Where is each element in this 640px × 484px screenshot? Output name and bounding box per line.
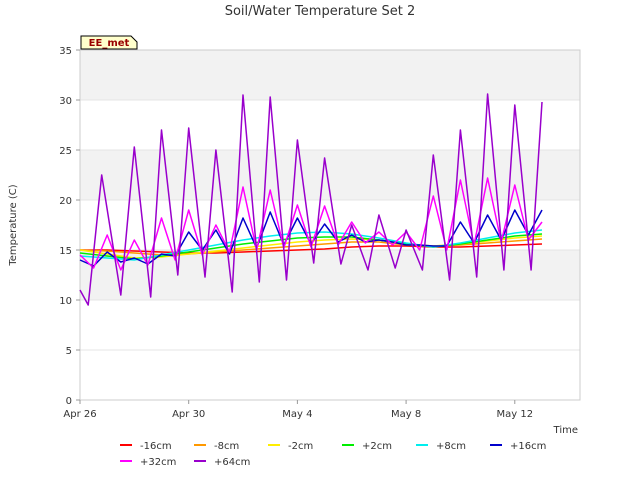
y-tick-label: 15 xyxy=(59,246,72,257)
legend-label: -16cm xyxy=(140,441,172,452)
y-tick-label: 25 xyxy=(59,146,72,157)
grid-band xyxy=(80,250,580,300)
legend-label: -8cm xyxy=(214,441,239,452)
legend-label: +16cm xyxy=(510,441,546,452)
x-tick-label: May 8 xyxy=(391,409,421,420)
legend-label: +2cm xyxy=(362,441,392,452)
x-axis-label: Time xyxy=(553,425,578,436)
station-badge: EE_met xyxy=(80,35,138,50)
badge-box xyxy=(80,35,138,50)
chart-title: Soil/Water Temperature Set 2 xyxy=(225,4,416,19)
legend: -16cm -8cm -2cm +2cm +8cm +16cm +32cm +64cm xyxy=(120,441,546,468)
legend-label: +8cm xyxy=(436,441,466,452)
plot-frame xyxy=(79,49,581,401)
y-tick-label: 20 xyxy=(59,196,72,207)
y-axis-label: Temperature (C) xyxy=(8,184,19,266)
y-tick-label: 5 xyxy=(66,346,72,357)
y-tick-label: 10 xyxy=(59,296,72,307)
legend-label: +64cm xyxy=(214,457,250,468)
legend-label: +32cm xyxy=(140,457,176,468)
badge-label: EE_met xyxy=(89,38,130,49)
x-tick-label: May 4 xyxy=(282,409,312,420)
grid-band xyxy=(80,50,580,100)
legend-label: -2cm xyxy=(288,441,313,452)
y-tick-label: 0 xyxy=(66,396,72,407)
x-tick-label: Apr 30 xyxy=(172,409,205,420)
y-tick-label: 35 xyxy=(59,46,72,57)
series-line-+8cm xyxy=(79,229,543,261)
series-line--16cm xyxy=(80,243,543,254)
y-tick-label: 30 xyxy=(59,96,72,107)
x-tick-label: Apr 26 xyxy=(63,409,96,420)
x-tick-label: May 12 xyxy=(496,409,533,420)
series-line-+64cm xyxy=(79,93,543,306)
